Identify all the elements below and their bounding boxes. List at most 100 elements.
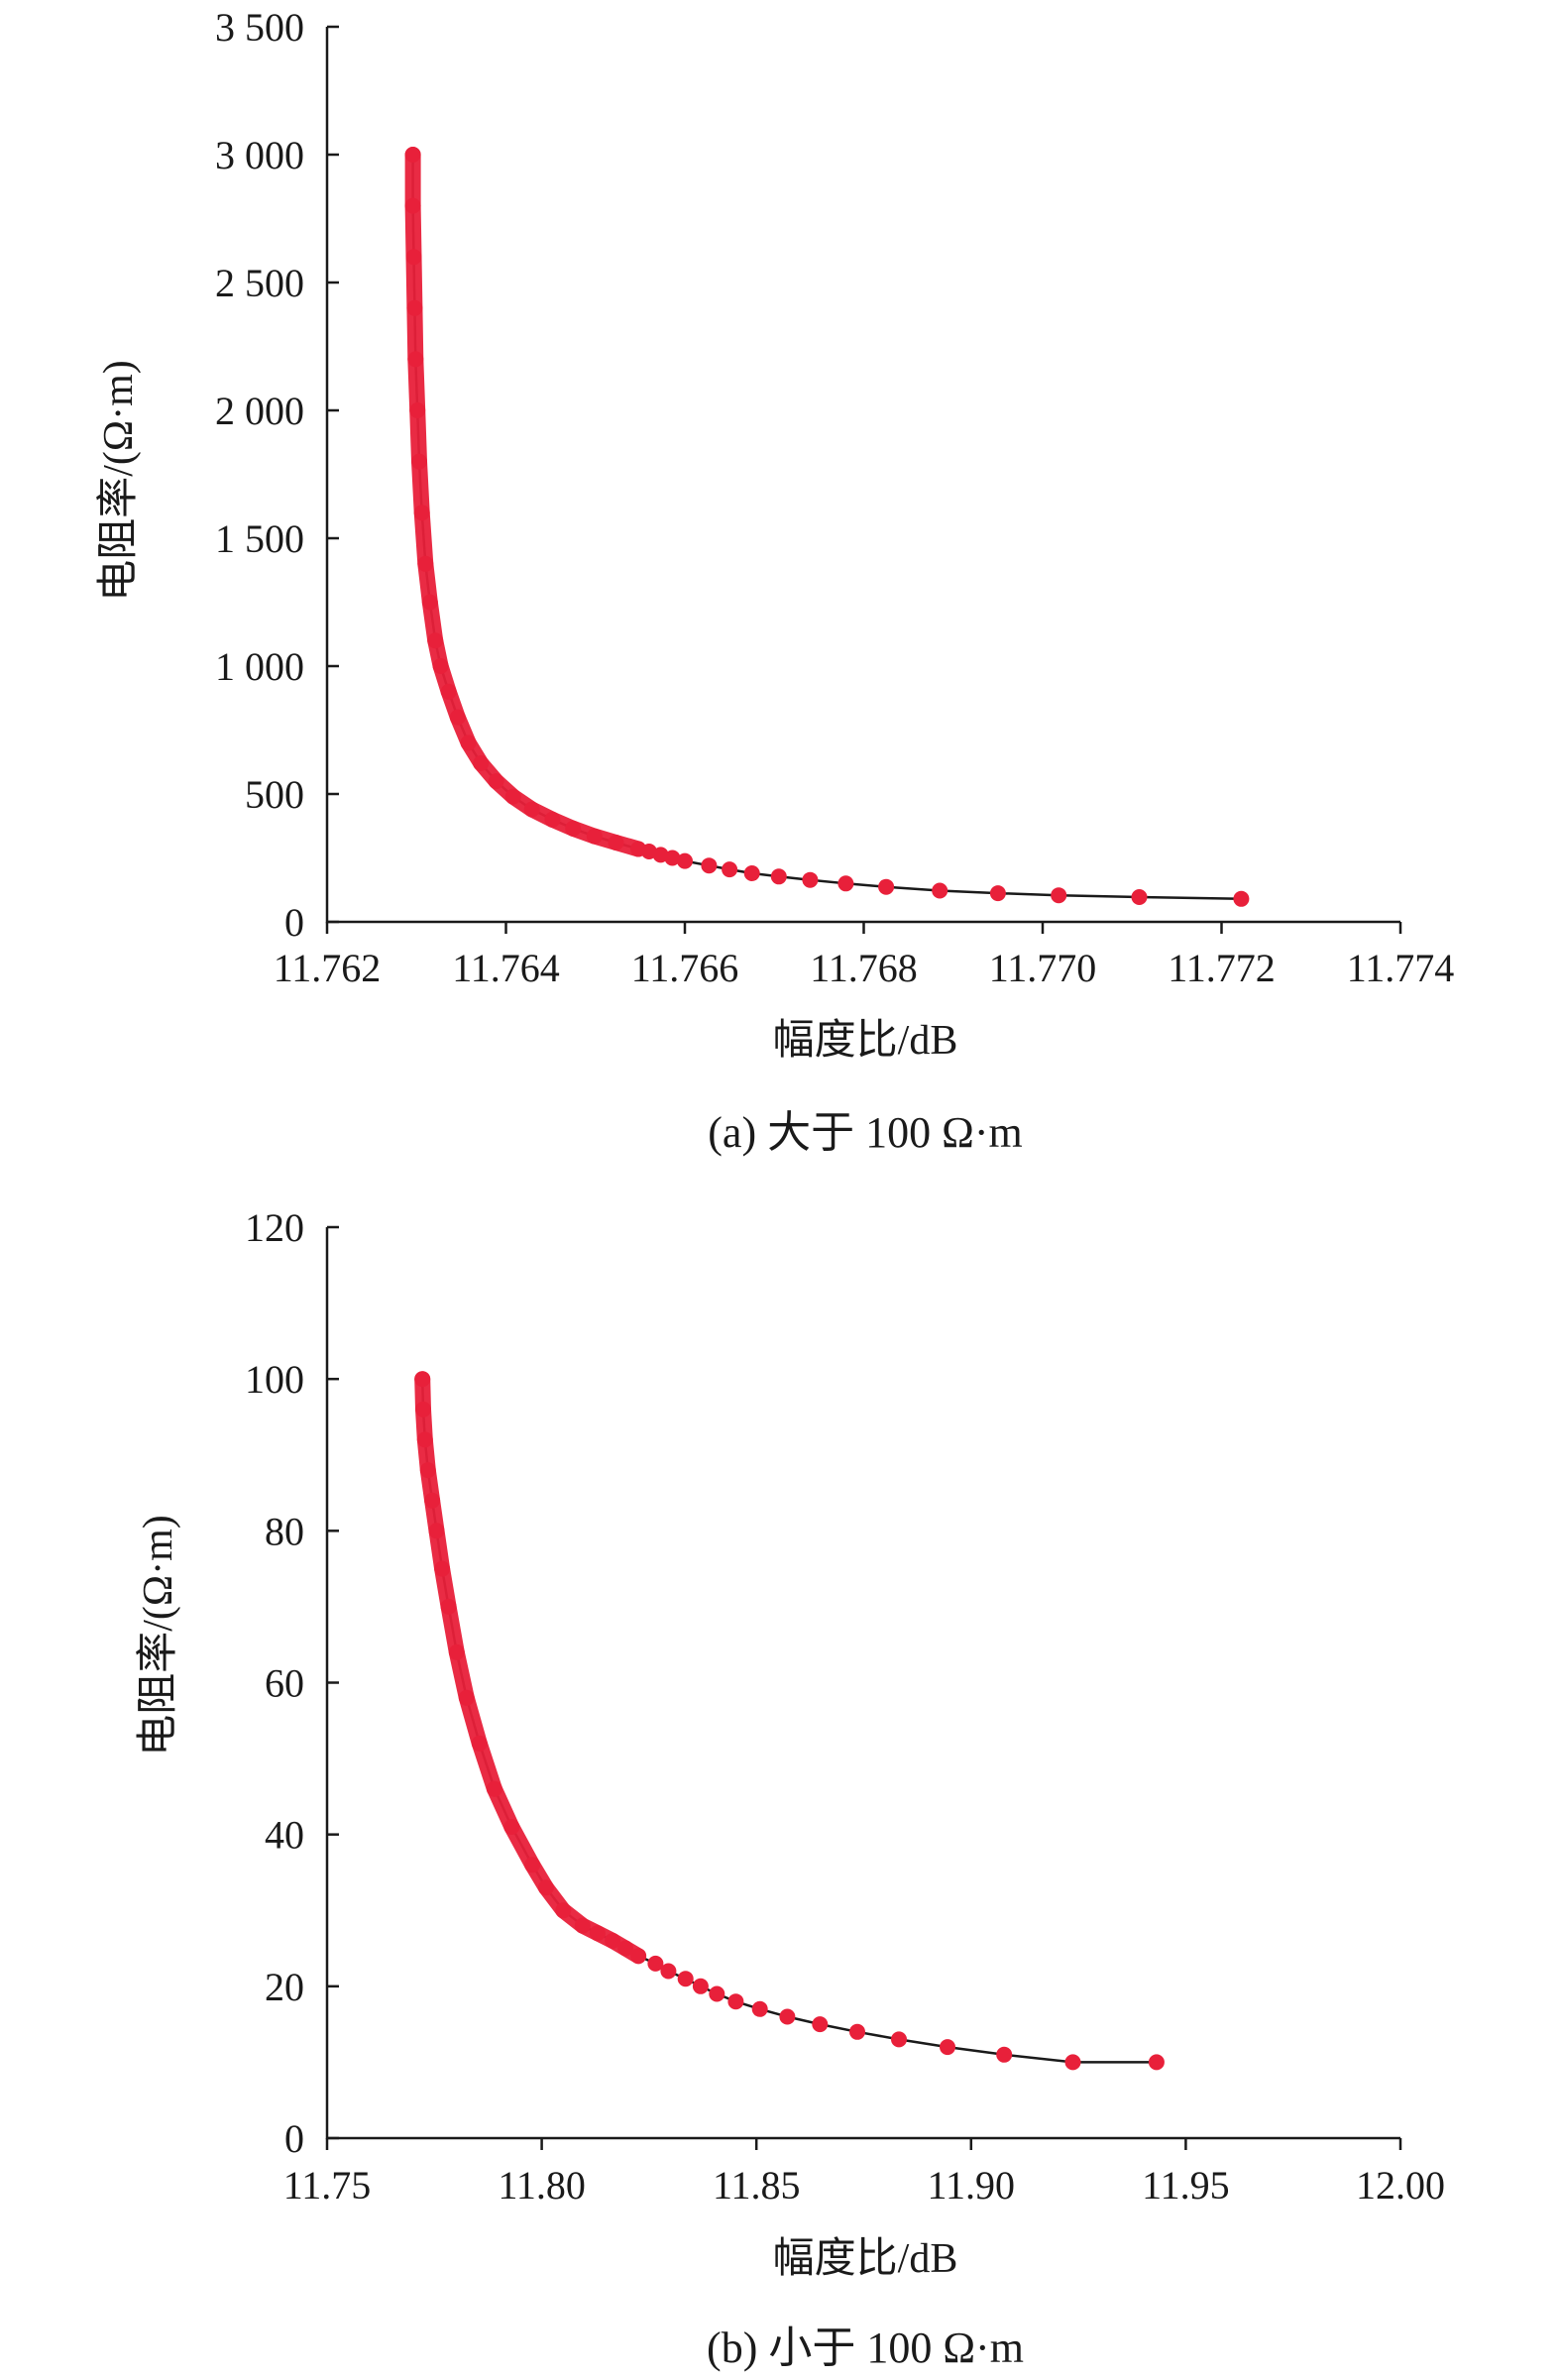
x-tick-label: 11.95 bbox=[1142, 2163, 1230, 2208]
data-point bbox=[647, 1955, 664, 1972]
data-point bbox=[417, 555, 434, 572]
marker-band bbox=[404, 147, 647, 857]
data-point bbox=[419, 1462, 436, 1479]
data-point bbox=[692, 1978, 709, 1994]
data-point bbox=[503, 1819, 520, 1835]
data-point bbox=[440, 1598, 457, 1615]
data-point bbox=[989, 885, 1006, 902]
y-tick-label: 3 000 bbox=[215, 133, 304, 177]
y-axis-ticks: 0 20 40 60 80 100 120 bbox=[245, 1205, 339, 2161]
x-tick-label: 11.768 bbox=[810, 946, 918, 990]
data-points bbox=[404, 147, 1250, 907]
x-tick-label: 11.774 bbox=[1347, 946, 1455, 990]
data-point bbox=[404, 147, 421, 163]
data-point bbox=[1051, 887, 1067, 904]
x-tick-label: 11.80 bbox=[498, 2163, 586, 2208]
plot-axes bbox=[325, 27, 1400, 924]
data-point bbox=[486, 1780, 502, 1797]
data-point bbox=[460, 735, 477, 751]
data-point bbox=[409, 402, 426, 418]
data-point bbox=[413, 505, 430, 521]
data-point bbox=[996, 2046, 1013, 2063]
data-point bbox=[428, 1523, 445, 1539]
x-tick-label: 11.85 bbox=[713, 2163, 801, 2208]
x-axis-label: 幅度比/dB bbox=[773, 2236, 958, 2282]
y-axis-ticks: 0 500 1 000 1 500 2 000 2 500 3 000 3 500 bbox=[215, 5, 339, 945]
x-tick-label: 11.90 bbox=[928, 2163, 1016, 2208]
data-point bbox=[414, 1371, 431, 1388]
x-tick-label: 11.770 bbox=[989, 946, 1097, 990]
data-point bbox=[449, 709, 466, 726]
y-tick-label: 40 bbox=[265, 1813, 304, 1858]
data-point bbox=[488, 773, 504, 790]
data-point bbox=[722, 861, 738, 878]
data-point bbox=[504, 788, 521, 805]
x-tick-label: 11.75 bbox=[283, 2163, 372, 2208]
caption-a: (a) 大于 100 Ω·m bbox=[708, 1108, 1022, 1157]
data-point bbox=[1148, 2054, 1165, 2071]
data-point bbox=[1131, 889, 1148, 905]
data-points bbox=[414, 1371, 1165, 2071]
data-point bbox=[524, 1857, 541, 1873]
y-axis-label: 电阻率/(Ω·m) bbox=[95, 360, 142, 602]
data-point bbox=[448, 1643, 465, 1660]
plot-axes bbox=[325, 1227, 1400, 2140]
y-tick-label: 80 bbox=[265, 1509, 304, 1553]
data-point bbox=[586, 828, 603, 845]
data-point bbox=[849, 2023, 865, 2040]
data-point bbox=[440, 683, 457, 700]
data-point bbox=[630, 1948, 647, 1965]
x-tick-label: 11.762 bbox=[274, 946, 382, 990]
data-point bbox=[751, 2000, 768, 2017]
data-point bbox=[523, 801, 540, 818]
y-tick-label: 60 bbox=[265, 1661, 304, 1706]
data-point bbox=[565, 820, 582, 837]
series-line bbox=[411, 155, 1242, 901]
y-tick-label: 2 500 bbox=[215, 261, 304, 305]
data-point bbox=[404, 197, 421, 214]
y-tick-label: 0 bbox=[284, 2116, 304, 2161]
data-point bbox=[555, 1902, 572, 1919]
data-point bbox=[608, 835, 624, 850]
data-point bbox=[432, 658, 449, 674]
chart-panel-b: 11.75 11.80 11.85 11.90 11.95 12.00 0 20 40 60 80… bbox=[135, 1205, 1445, 2372]
y-tick-label: 3 500 bbox=[215, 5, 304, 50]
data-point bbox=[537, 1879, 554, 1896]
x-tick-label: 11.772 bbox=[1168, 946, 1276, 990]
data-point bbox=[605, 1932, 621, 1949]
y-tick-label: 20 bbox=[265, 1965, 304, 2009]
data-point bbox=[1233, 890, 1250, 907]
data-point bbox=[677, 852, 693, 869]
data-point bbox=[709, 1985, 725, 2002]
data-point bbox=[589, 1925, 606, 1942]
data-point bbox=[677, 1971, 694, 1987]
data-point bbox=[940, 2039, 955, 2056]
data-point bbox=[878, 878, 895, 895]
data-point bbox=[701, 857, 718, 874]
y-tick-label: 120 bbox=[245, 1205, 304, 1250]
data-point bbox=[473, 755, 490, 771]
data-point bbox=[1064, 2054, 1081, 2071]
data-point bbox=[837, 875, 854, 892]
data-point bbox=[427, 632, 444, 649]
data-point bbox=[802, 871, 819, 888]
data-point bbox=[415, 1401, 431, 1417]
data-point bbox=[424, 1492, 441, 1509]
data-point bbox=[617, 1940, 634, 1957]
data-point bbox=[779, 2008, 796, 2025]
data-point bbox=[416, 1431, 433, 1448]
y-axis-label: 电阻率/(Ω·m) bbox=[135, 1515, 181, 1757]
y-tick-label: 1 500 bbox=[215, 516, 304, 561]
data-point bbox=[434, 1560, 451, 1577]
data-point bbox=[411, 453, 427, 470]
data-point bbox=[407, 351, 424, 368]
data-point bbox=[932, 882, 948, 899]
data-point bbox=[471, 1735, 488, 1752]
data-point bbox=[544, 811, 561, 828]
y-tick-label: 1 000 bbox=[215, 644, 304, 689]
data-point bbox=[405, 249, 422, 266]
data-point bbox=[664, 850, 681, 866]
data-point bbox=[743, 865, 760, 881]
x-tick-label: 11.764 bbox=[452, 946, 560, 990]
